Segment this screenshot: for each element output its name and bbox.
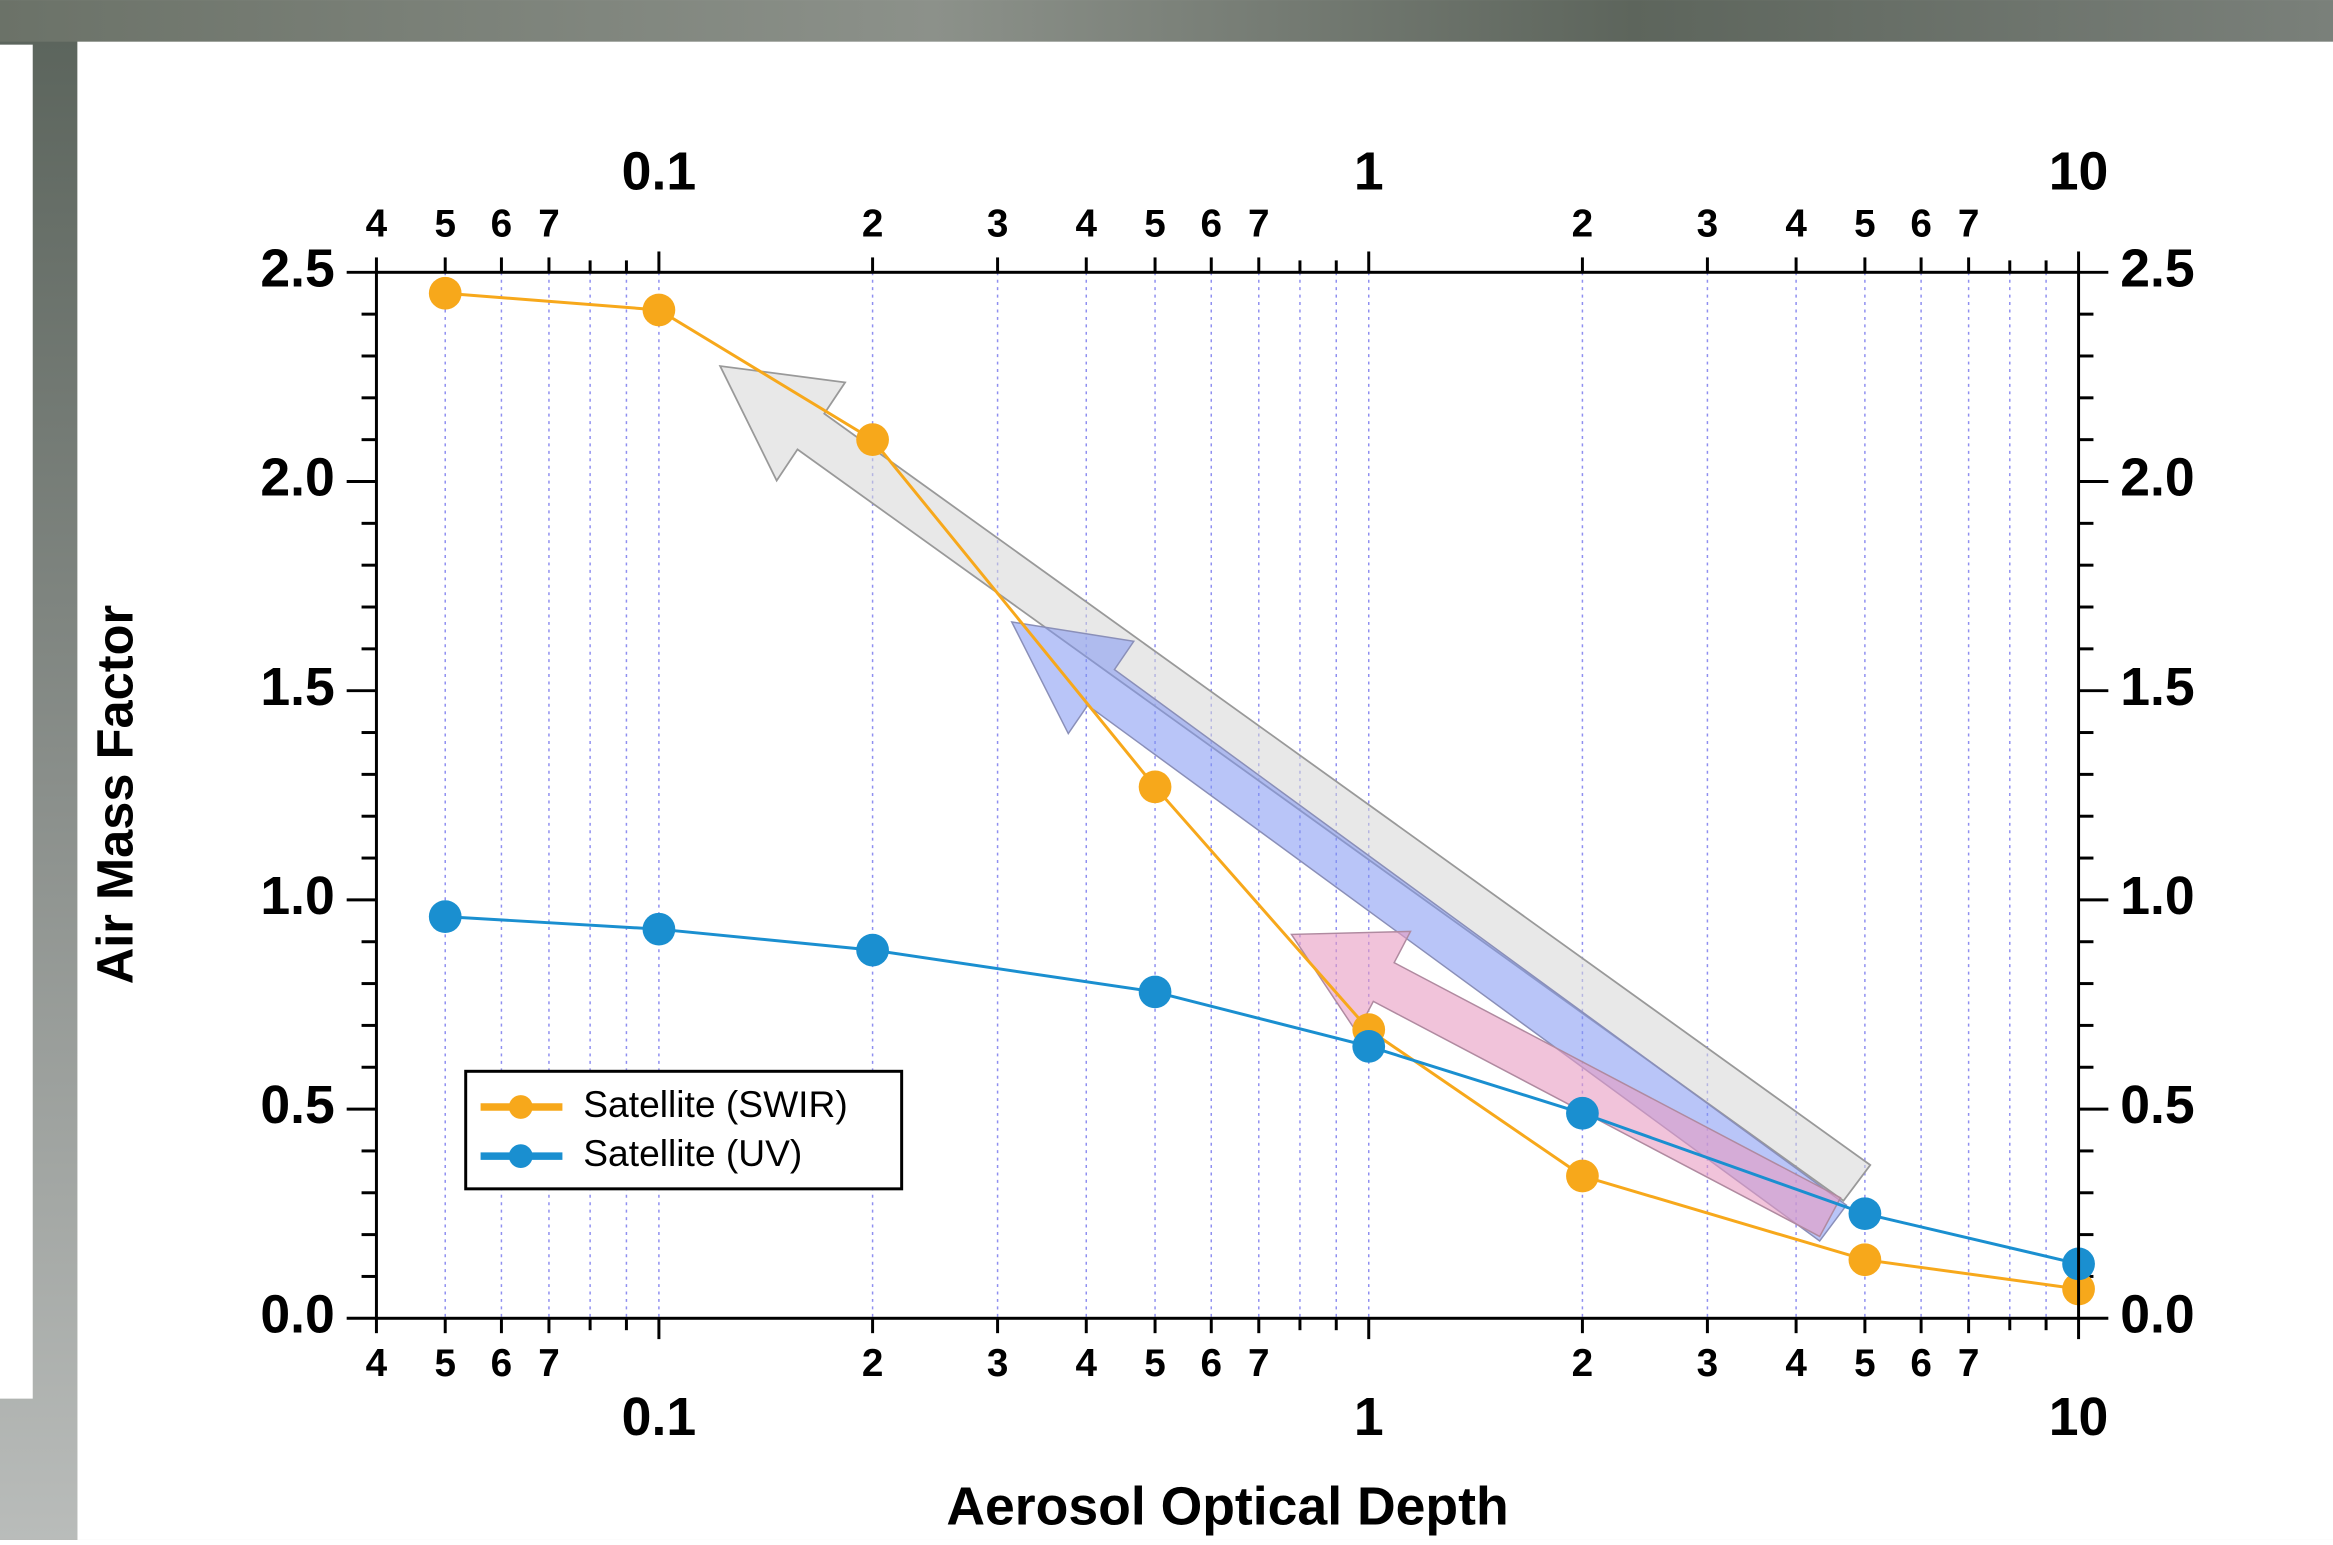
x-tick-label: 6 [1910,202,1932,245]
x-tick-label: 1 [1354,143,1384,202]
x-tick-label: 0.1 [622,1388,696,1447]
y-tick-label: 1.5 [2120,658,2194,717]
y-tick-label: 2.5 [2120,239,2194,298]
x-tick-label: 3 [987,202,1009,245]
x-tick-label: 2 [862,202,884,245]
y-tick-label: 2.0 [2120,449,2194,508]
data-point [1139,976,1172,1009]
data-point [1566,1097,1599,1130]
data-point [429,277,462,310]
y-tick-label: 0.5 [260,1076,334,1135]
x-tick-label: 6 [1910,1342,1932,1385]
x-tick-label: 7 [1958,202,1980,245]
data-point [643,294,676,327]
data-point [1849,1197,1882,1230]
x-tick-label: 5 [1854,202,1876,245]
x-tick-label: 5 [1144,1342,1166,1385]
x-tick-label: 4 [1076,1342,1098,1385]
panel [0,45,33,1399]
x-tick-label: 4 [1785,1342,1807,1385]
x-tick-label: 6 [1201,202,1223,245]
x-tick-label: 1 [1354,1388,1384,1447]
x-tick-label: 7 [1958,1342,1980,1385]
x-tick-label: 7 [1248,1342,1270,1385]
x-tick-label: 5 [1144,202,1166,245]
x-tick-label: 4 [366,202,388,245]
legend-marker [509,1095,533,1119]
x-tick-label: 2 [1572,1342,1594,1385]
x-tick-label: 2 [1572,202,1594,245]
data-point [856,423,889,456]
x-tick-label: 4 [1076,202,1098,245]
y-tick-label: 2.0 [260,449,334,508]
data-point [1566,1160,1599,1193]
x-tick-label: 4 [366,1342,388,1385]
x-tick-label: 4 [1785,202,1807,245]
x-tick-label: 6 [491,1342,513,1385]
x-tick-label: 3 [1697,1342,1719,1385]
data-point [643,913,676,946]
x-axis-label: Aerosol Optical Depth [946,1477,1508,1536]
y-tick-label: 0.5 [2120,1076,2194,1135]
x-tick-label: 6 [491,202,513,245]
x-tick-label: 10 [2049,1388,2109,1447]
x-tick-label: 3 [1697,202,1719,245]
y-tick-label: 1.0 [260,867,334,926]
legend-label: Satellite (UV) [583,1132,802,1174]
x-tick-label: 6 [1201,1342,1223,1385]
x-tick-label: 7 [538,202,560,245]
data-point [856,934,889,967]
data-point [429,900,462,933]
x-tick-label: 5 [434,202,456,245]
x-tick-label: 2 [862,1342,884,1385]
data-point [1352,1030,1385,1063]
legend-label: Satellite (SWIR) [583,1083,848,1125]
data-point [1849,1243,1882,1276]
y-tick-label: 0.0 [2120,1285,2194,1344]
x-tick-label: 7 [1248,202,1270,245]
legend-marker [509,1144,533,1168]
x-tick-label: 10 [2049,143,2109,202]
x-tick-label: 7 [538,1342,560,1385]
x-tick-label: 5 [1854,1342,1876,1385]
y-tick-label: 2.5 [260,239,334,298]
x-tick-label: 5 [434,1342,456,1385]
x-tick-label: 0.1 [622,143,696,202]
x-tick-label: 3 [987,1342,1009,1385]
y-tick-label: 1.5 [260,658,334,717]
chart: 445566770.10.122334455667711223344556677… [0,0,2333,1540]
data-point [1139,771,1172,804]
y-tick-label: 0.0 [260,1285,334,1344]
y-tick-label: 1.0 [2120,867,2194,926]
y-axis-label: Air Mass Factor [86,605,143,984]
